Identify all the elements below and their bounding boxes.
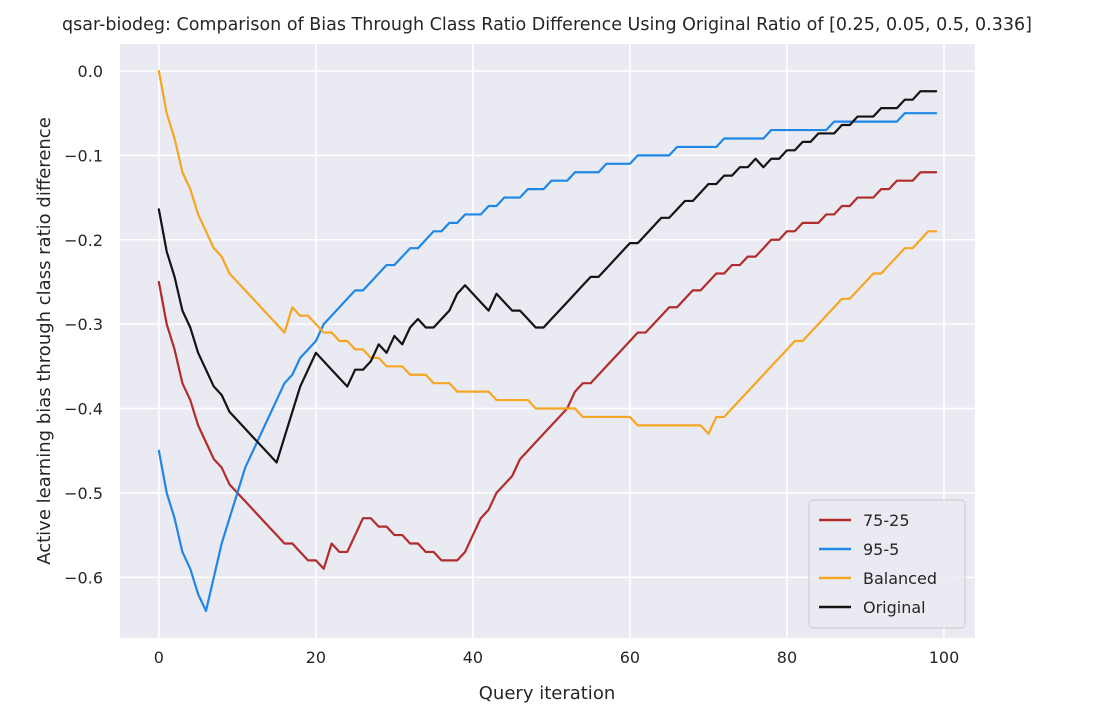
chart-title: qsar-biodeg: Comparison of Bias Through … — [62, 15, 1032, 35]
series-line-75-25 — [157, 171, 938, 570]
y-tick-label: 0.0 — [78, 62, 103, 81]
y-axis-label: Active learning bias through class ratio… — [34, 117, 55, 565]
x-tick-label: 80 — [777, 648, 797, 667]
x-axis-ticks: 0 20 40 60 80 100 — [154, 648, 959, 667]
series-layer — [157, 69, 938, 613]
y-tick-label: −0.4 — [64, 400, 103, 419]
y-axis-ticks: 0.0 −0.1 −0.2 −0.3 −0.4 −0.5 −0.6 — [64, 62, 103, 587]
legend: 75-25 95-5 Balanced Original — [808, 499, 966, 629]
x-tick-label: 100 — [929, 648, 960, 667]
y-tick-label: −0.3 — [64, 315, 103, 334]
x-tick-label: 40 — [463, 648, 483, 667]
x-tick-label: 20 — [306, 648, 326, 667]
legend-box — [808, 499, 966, 629]
x-axis-label: Query iteration — [479, 683, 615, 704]
legend-label: Balanced — [863, 569, 937, 588]
x-tick-label: 60 — [620, 648, 640, 667]
series-line-balanced — [157, 69, 938, 435]
series-line-95-5 — [157, 112, 938, 613]
y-tick-label: −0.1 — [64, 146, 103, 165]
y-tick-label: −0.6 — [64, 568, 103, 587]
y-tick-label: −0.5 — [64, 484, 103, 503]
series-line-original — [157, 90, 938, 464]
legend-label: 75-25 — [863, 511, 910, 530]
legend-label: 95-5 — [863, 540, 899, 559]
x-tick-label: 0 — [154, 648, 164, 667]
legend-label: Original — [863, 598, 926, 617]
y-tick-label: −0.2 — [64, 231, 103, 250]
